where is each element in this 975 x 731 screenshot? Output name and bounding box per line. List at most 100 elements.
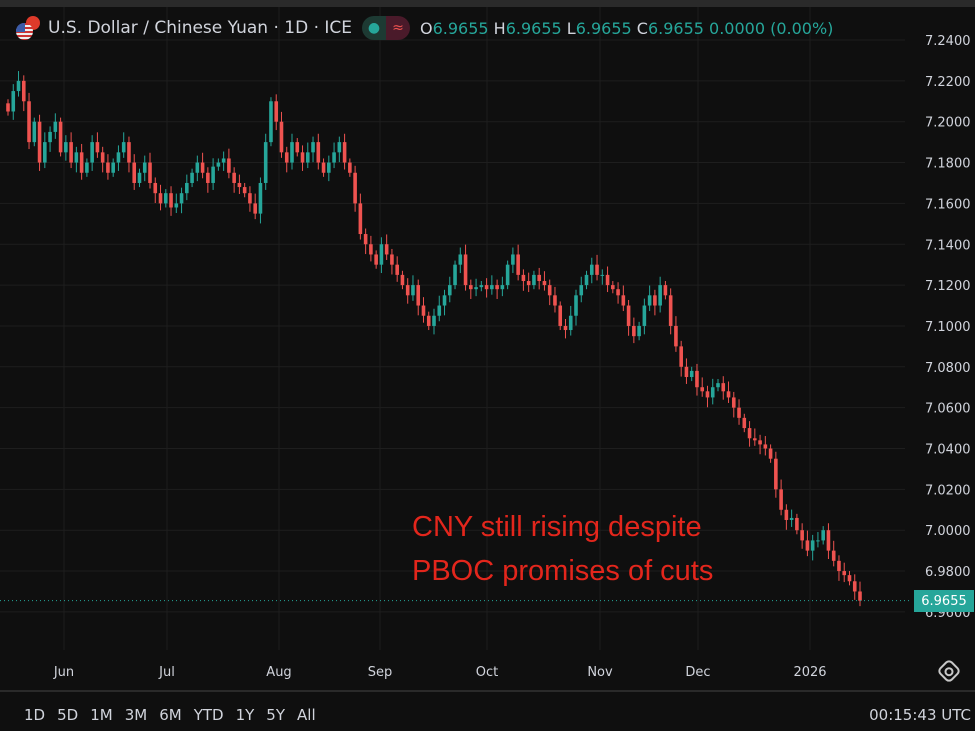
ohlc-values: O6.9655 H6.9655 L6.9655 C6.9655 0.0000 (…: [420, 18, 834, 38]
candle: [95, 132, 100, 158]
candle-body: [384, 244, 389, 255]
delayed-data-icon: ≈: [386, 16, 410, 40]
range-6m[interactable]: 6M: [159, 706, 182, 724]
candle-body: [358, 203, 363, 235]
candle: [121, 132, 126, 158]
candle: [689, 366, 694, 382]
candle-body: [148, 162, 152, 183]
candle-body: [611, 285, 615, 290]
candle: [826, 523, 831, 559]
candle: [442, 289, 447, 316]
y-tick-label: 7.2000: [925, 116, 971, 131]
candle-body: [258, 182, 263, 214]
candle: [284, 146, 289, 173]
candle: [695, 363, 699, 396]
candle: [405, 278, 410, 304]
candle-body: [795, 517, 799, 531]
candle: [831, 540, 836, 567]
candle-body: [810, 540, 815, 551]
candle: [400, 270, 405, 290]
x-tick-label: Jul: [158, 665, 175, 680]
candle-body: [558, 305, 563, 326]
range-5y[interactable]: 5Y: [266, 706, 286, 724]
candle: [221, 151, 226, 171]
candle-body: [6, 103, 10, 112]
candle: [642, 298, 647, 335]
candle-body: [469, 285, 473, 290]
range-all[interactable]: All: [297, 706, 316, 724]
divider: [0, 690, 975, 692]
candle: [426, 311, 431, 331]
symbol-title[interactable]: U.S. Dollar / Chinese Yuan · 1D · ICE: [48, 18, 352, 38]
candle-body: [684, 366, 689, 378]
candle: [90, 135, 94, 171]
candle-body: [458, 254, 463, 265]
candle: [337, 136, 342, 163]
candle-body: [74, 152, 79, 163]
candle-body: [526, 281, 531, 286]
price-chart[interactable]: 7.2400 7.2200 7.2000 7.1800 7.1600 7.1400 7.12…: [0, 0, 975, 690]
candle: [447, 276, 452, 303]
candle: [647, 285, 652, 312]
x-tick-label: Jun: [53, 665, 74, 680]
candle: [374, 250, 378, 269]
range-ytd[interactable]: YTD: [193, 706, 224, 724]
candle: [358, 193, 363, 240]
candle-body: [737, 407, 741, 418]
candle: [242, 182, 247, 198]
candle: [390, 248, 394, 275]
candle: [127, 136, 131, 173]
x-tick-label: 2026: [793, 665, 826, 680]
range-5d[interactable]: 5D: [57, 706, 79, 724]
candle: [763, 436, 768, 456]
candle: [768, 444, 773, 463]
candle: [700, 377, 705, 397]
candle-body: [516, 254, 520, 275]
candle-body: [852, 581, 857, 592]
candle-body: [679, 346, 683, 367]
candle-body: [95, 142, 100, 153]
candle: [800, 523, 804, 549]
candle: [852, 574, 857, 600]
range-1m[interactable]: 1M: [90, 706, 113, 724]
candle-body: [274, 101, 279, 122]
candle: [521, 269, 526, 291]
candle-body: [490, 285, 494, 290]
candle-body: [327, 162, 331, 173]
candle-body: [547, 285, 552, 296]
candle-body: [574, 295, 578, 316]
candle: [658, 276, 662, 313]
candle: [479, 281, 484, 292]
range-1y[interactable]: 1Y: [235, 706, 255, 724]
candle-body: [179, 193, 184, 204]
range-1d[interactable]: 1D: [24, 706, 46, 724]
status-pill[interactable]: ● ≈: [362, 16, 410, 40]
candle-body: [132, 162, 137, 183]
candle-body: [495, 285, 499, 290]
candle: [332, 142, 336, 169]
candle: [6, 99, 10, 116]
candle: [227, 148, 231, 179]
candle: [563, 319, 568, 339]
candle: [600, 269, 605, 285]
candle: [248, 186, 252, 212]
candle-body: [211, 166, 215, 183]
candle: [216, 158, 221, 171]
candle: [258, 177, 263, 224]
candle: [195, 155, 200, 182]
annotation-line-2: PBOC promises of cuts: [412, 555, 714, 587]
range-3m[interactable]: 3M: [124, 706, 148, 724]
candle: [500, 276, 505, 297]
candle-body: [43, 142, 47, 163]
candle-body: [505, 264, 510, 286]
candle: [721, 376, 726, 400]
y-tick-label: 7.0600: [925, 402, 971, 417]
candle-body: [532, 274, 536, 286]
candle-body: [437, 305, 442, 316]
candle: [484, 278, 489, 298]
candle: [605, 266, 610, 293]
candle: [453, 260, 457, 290]
candle-body: [300, 152, 305, 163]
y-tick-label: 7.0000: [925, 524, 971, 539]
candle: [21, 75, 26, 112]
